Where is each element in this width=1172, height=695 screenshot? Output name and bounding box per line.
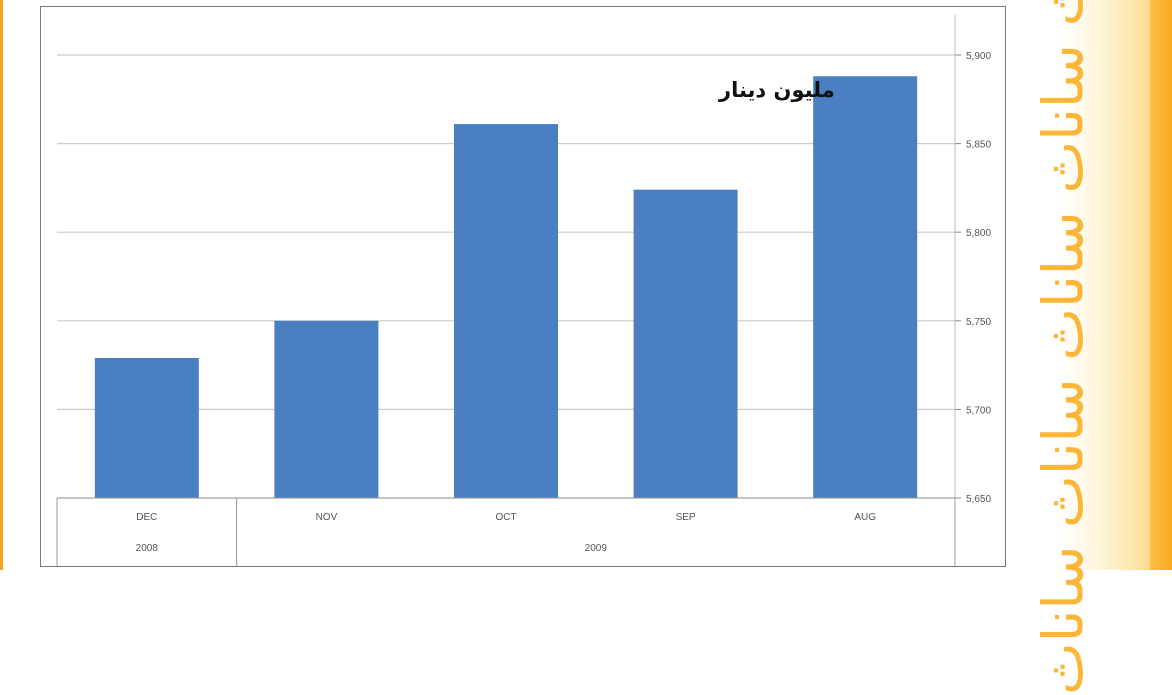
x-tick-label: AUG [854,512,876,523]
x-tick-label: SEP [676,512,696,523]
bar-sep [633,189,738,498]
bar-oct [454,124,558,498]
x-tick-label: DEC [136,512,157,523]
y-tick-label: 5,650 [966,494,991,505]
group-label: 2009 [585,543,608,554]
chart-container: 5,650 5,700 5,750 5,800 5,850 5,900 DEC NOV OCT S… [40,6,1006,567]
bar-chart: 5,650 5,700 5,750 5,800 5,850 5,900 DEC NOV OCT S… [56,15,991,566]
y-tick-label: 5,850 [966,140,991,151]
bar-dec [94,358,199,498]
side-decoration-text: ساناث ساناث ساناث ساناث ساناث [1031,0,1097,695]
y-tick-label: 5,800 [966,228,991,239]
x-tick-label: NOV [316,512,338,523]
y-tick-label: 5,750 [966,317,991,328]
left-frame-line [0,0,3,570]
x-tick-label: OCT [495,512,516,523]
y-tick-label: 5,900 [966,51,991,62]
bar-aug [813,76,918,498]
group-label: 2008 [136,543,159,554]
chart-title: مليون دينار [718,78,835,102]
side-decoration-band [1058,0,1172,570]
y-tick-label: 5,700 [966,405,991,416]
bar-nov [274,320,379,498]
side-accent-bar [1150,0,1172,570]
